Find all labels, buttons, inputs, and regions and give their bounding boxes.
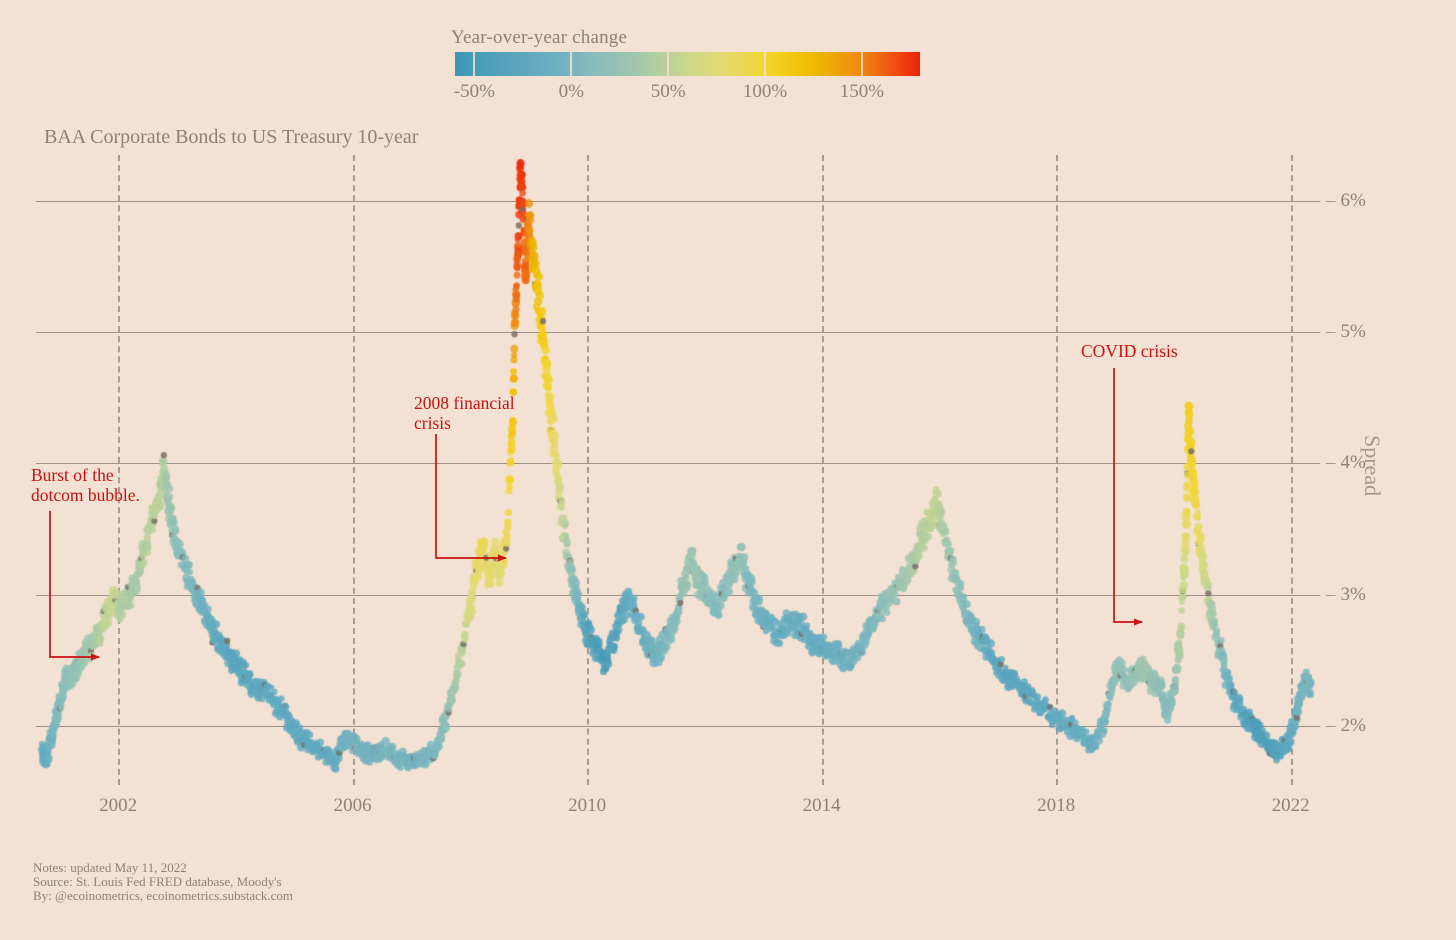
y-tick-label: –2% [1326, 714, 1366, 736]
y-tick-label: –6% [1326, 189, 1366, 211]
colorbar-tick-label: 100% [742, 81, 788, 102]
y-tick-label: –4% [1326, 452, 1366, 474]
x-tick-label: 2006 [333, 795, 372, 816]
scatter-points [36, 155, 1320, 785]
annotation-dotcom: Burst of the dotcom bubble. [31, 465, 140, 506]
colorbar-tick-mark [570, 52, 573, 76]
colorbar-tick-mark [473, 52, 476, 76]
x-tick-label: 2010 [568, 795, 607, 816]
y-tick-label: –3% [1326, 583, 1366, 605]
colorbar-gradient [455, 52, 920, 76]
x-tick-label: 2018 [1037, 795, 1076, 816]
colorbar-tick-mark [667, 52, 670, 76]
plot-area [36, 155, 1320, 785]
chart-title: BAA Corporate Bonds to US Treasury 10-ye… [44, 126, 419, 148]
colorbar-title: Year-over-year change [451, 27, 628, 48]
colorbar-tick-label: 50% [650, 81, 686, 102]
colorbar-tick-mark [764, 52, 766, 76]
footer-notes: Notes: updated May 11, 2022 [33, 860, 187, 875]
colorbar-tick-label: 150% [839, 81, 885, 102]
colorbar-tick-mark [860, 52, 863, 76]
y-axis-title: Spread [1360, 435, 1385, 497]
y-tick-label: –5% [1326, 321, 1366, 343]
x-tick-label: 2014 [802, 795, 841, 816]
footer-source: Source: St. Louis Fed FRED database, Moo… [33, 874, 282, 889]
annotation-covid: COVID crisis [1081, 341, 1178, 361]
footer-by: By: @ecoinometrics, ecoinometrics.substa… [33, 888, 293, 903]
x-tick-label: 2002 [99, 795, 138, 816]
colorbar-tick-label: -50% [453, 81, 495, 102]
annotation-2008-crisis: 2008 financial crisis [414, 393, 515, 434]
colorbar-tick-label: 0% [558, 81, 584, 102]
x-tick-label: 2022 [1271, 795, 1310, 816]
